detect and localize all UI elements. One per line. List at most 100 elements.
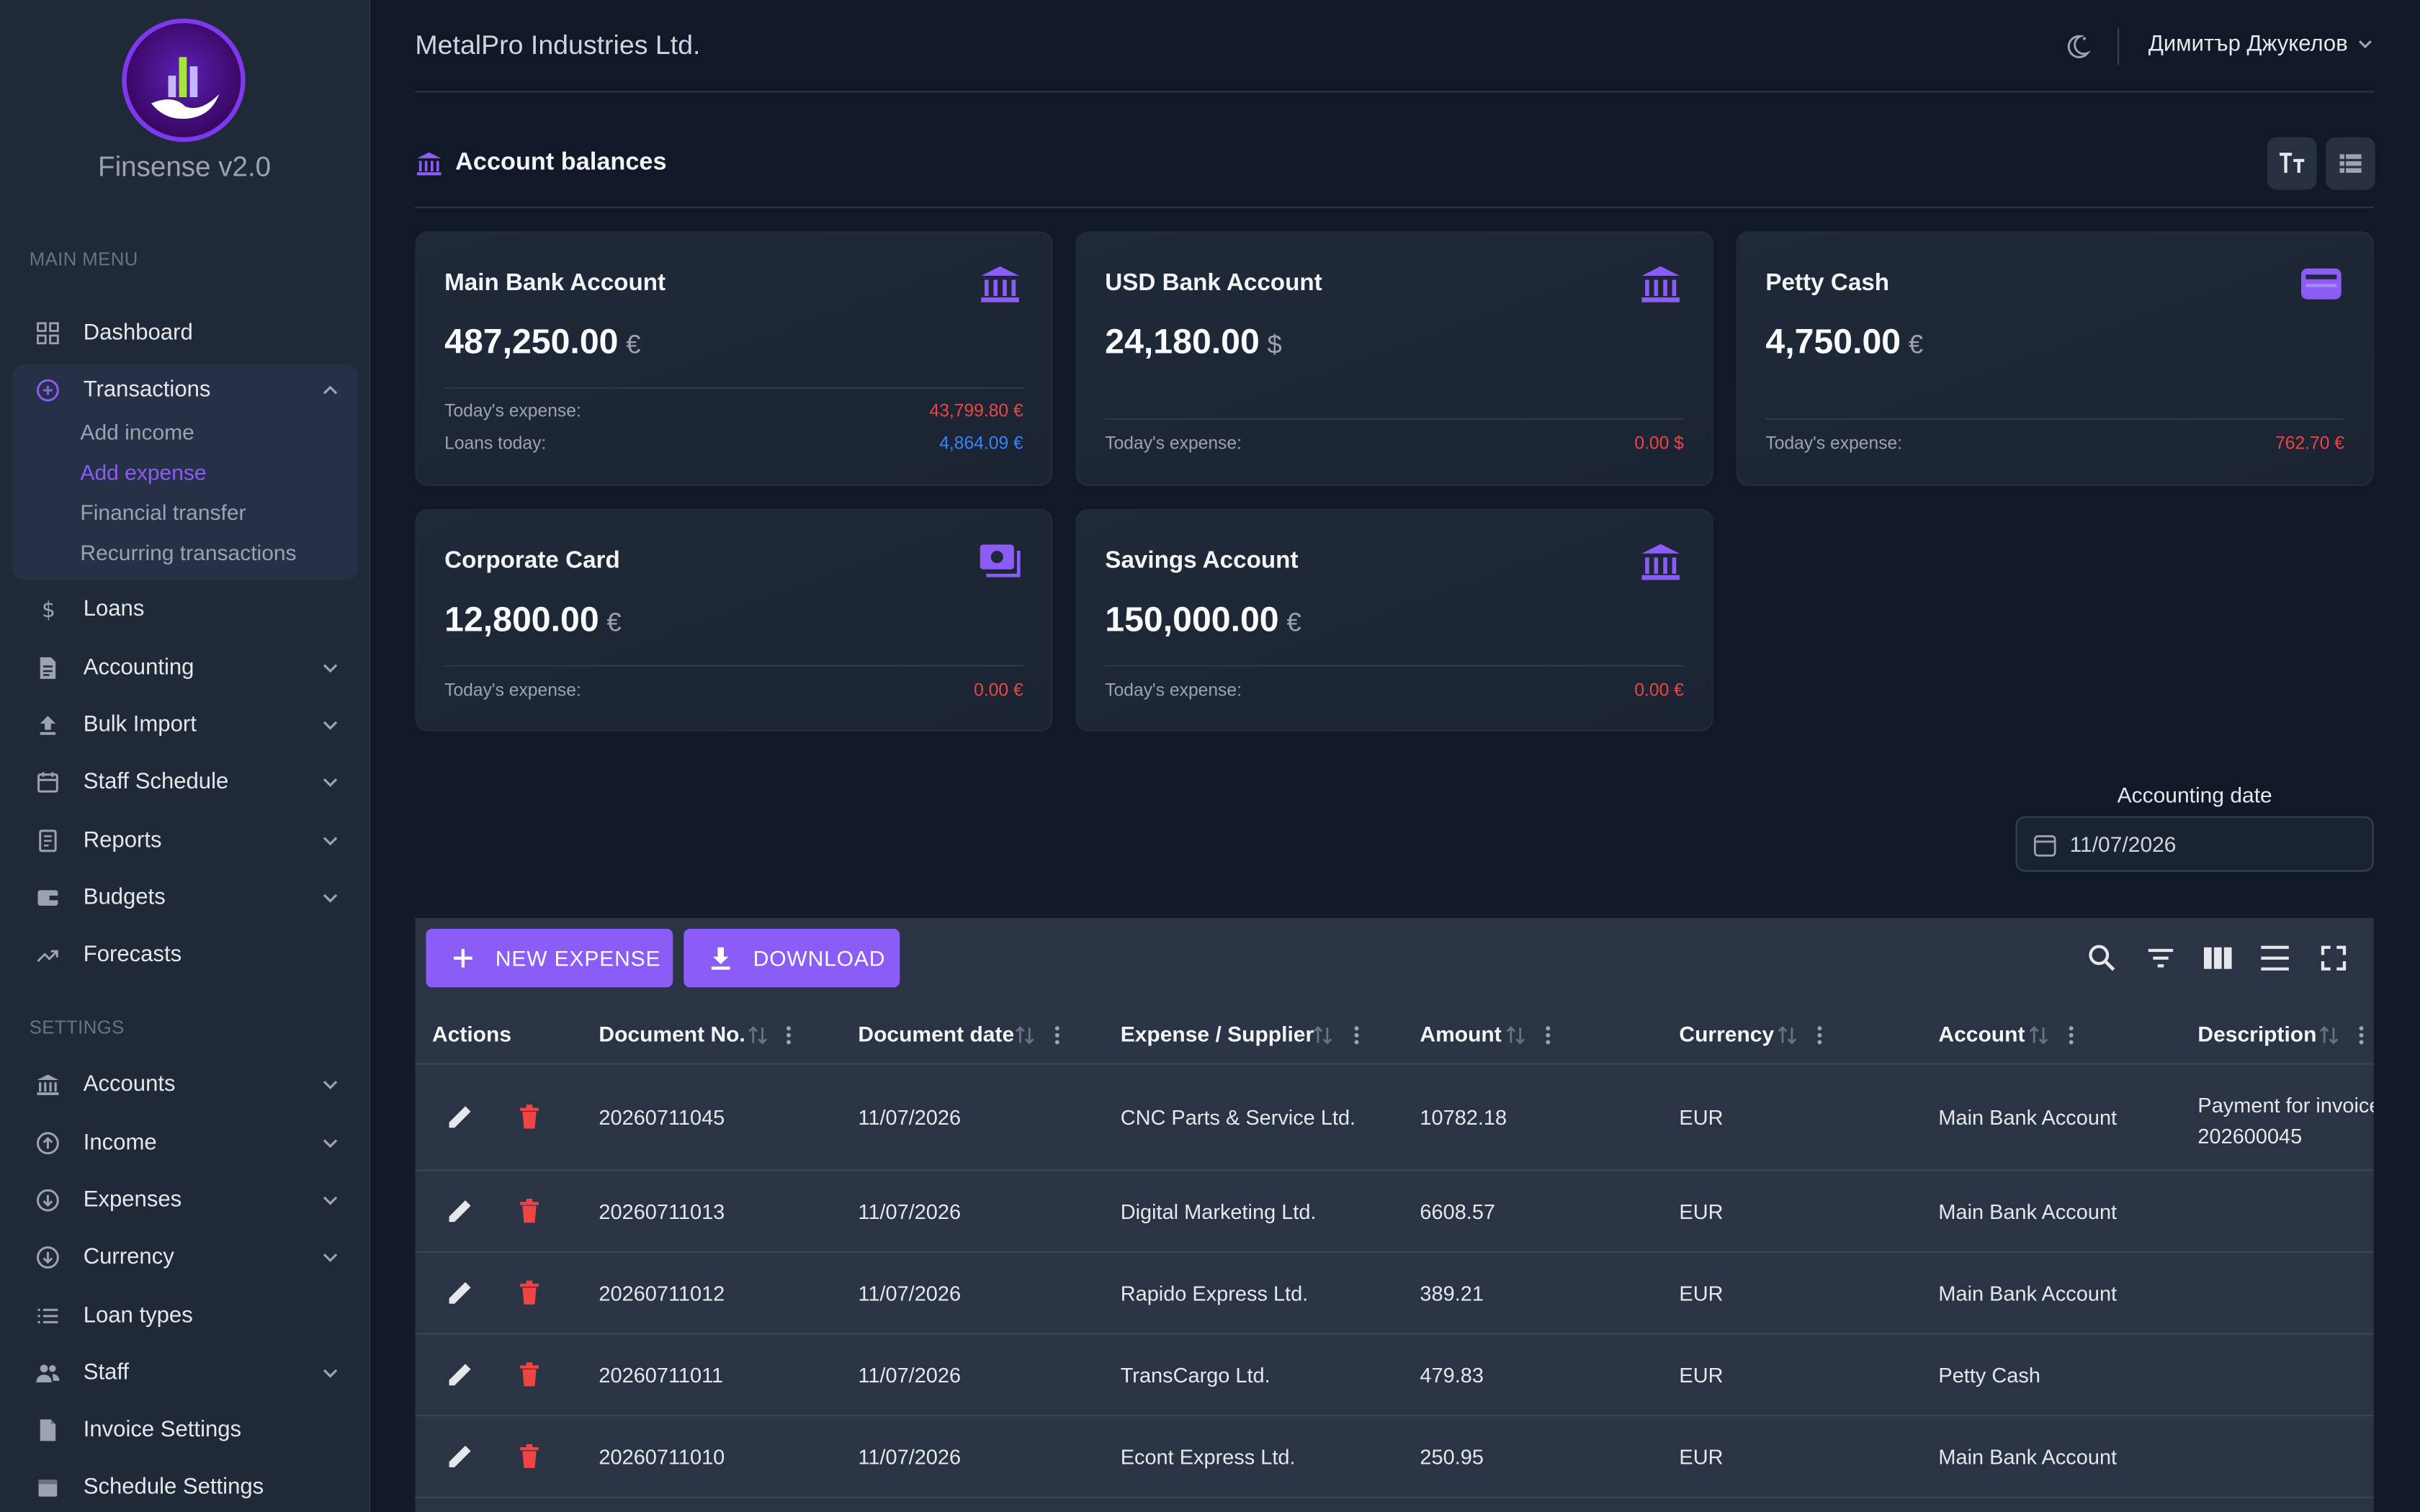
column-menu-icon[interactable]: [1346, 1025, 1368, 1046]
edit-icon[interactable]: [444, 1359, 475, 1390]
sidebar-item-schedule-settings[interactable]: Schedule Settings: [12, 1464, 358, 1511]
edit-icon[interactable]: [444, 1277, 475, 1308]
supplier-cell: TransCargo Ltd.: [1120, 1364, 1270, 1387]
sidebar-item-loans[interactable]: $ Loans: [12, 586, 358, 632]
sidebar-item-accounts[interactable]: Accounts: [12, 1061, 358, 1107]
description-line: 202600045: [2197, 1125, 2303, 1148]
edit-icon[interactable]: [444, 1196, 475, 1227]
balance-currency: €: [606, 608, 622, 637]
account-balance: 12,800.00 €: [444, 600, 622, 641]
columns-icon[interactable]: [2202, 942, 2233, 973]
column-menu-icon[interactable]: [1047, 1025, 1068, 1046]
account-name: Main Bank Account: [444, 270, 666, 297]
column-menu-icon[interactable]: [778, 1025, 799, 1046]
sidebar-item-staff[interactable]: Staff: [12, 1350, 358, 1396]
chevron-down-icon: [323, 778, 338, 787]
plus-icon: [454, 948, 472, 968]
sidebar-item-currency[interactable]: Currency: [12, 1234, 358, 1280]
currency-cell: EUR: [1679, 1282, 1724, 1305]
sidebar-item-transactions[interactable]: Transactions: [12, 367, 358, 413]
account-balance: 4,750.00 €: [1765, 323, 1923, 363]
col-account[interactable]: Account: [1938, 1021, 2025, 1046]
sidebar-item-expenses[interactable]: Expenses: [12, 1177, 358, 1223]
column-menu-icon[interactable]: [1537, 1025, 1559, 1046]
card-divider: [444, 387, 1023, 389]
chevron-down-icon: [323, 1369, 338, 1378]
account-balances-title: Account balances: [455, 149, 667, 176]
sidebar-item-bulk-import[interactable]: Bulk Import: [12, 702, 358, 748]
sort-icon[interactable]: [2028, 1025, 2050, 1046]
delete-icon[interactable]: [514, 1359, 545, 1390]
account-card-savings[interactable]: Savings Account 150,000.00 € Today's expe…: [1075, 509, 1713, 732]
col-amount[interactable]: Amount: [1420, 1021, 1502, 1046]
edit-icon[interactable]: [444, 1441, 475, 1472]
sort-icon[interactable]: [1505, 1025, 1526, 1046]
balance-currency: $: [1267, 330, 1282, 360]
row-divider: [415, 1333, 2374, 1335]
new-expense-button[interactable]: NEW EXPENSE: [426, 929, 673, 988]
trending-up-icon: [37, 950, 58, 963]
download-button[interactable]: DOWNLOAD: [684, 929, 900, 988]
account-card-usd-bank[interactable]: USD Bank Account 24,180.00 $ Today's expe…: [1075, 231, 1713, 486]
col-expense-supplier[interactable]: Expense / Supplier: [1120, 1021, 1314, 1046]
col-currency[interactable]: Currency: [1679, 1021, 1775, 1046]
sub-item-add-income[interactable]: Add income: [80, 419, 194, 445]
accounting-date-input[interactable]: 11/07/2026: [2015, 816, 2374, 872]
sort-icon[interactable]: [1776, 1025, 1798, 1046]
col-document-date[interactable]: Document date: [858, 1021, 1015, 1046]
cash-icon: [980, 544, 1021, 577]
delete-icon[interactable]: [514, 1277, 545, 1308]
delete-icon[interactable]: [514, 1102, 545, 1133]
todays-expense-value: 762.70 €: [2275, 435, 2344, 454]
filter-icon[interactable]: [2146, 942, 2177, 973]
sidebar-item-invoice-settings[interactable]: Invoice Settings: [12, 1407, 358, 1453]
account-card-corporate-card[interactable]: Corporate Card 12,800.00 € Today's expens…: [415, 509, 1053, 732]
dark-mode-icon[interactable]: [2063, 32, 2092, 60]
col-document-no[interactable]: Document No.: [599, 1021, 745, 1046]
list-view-button[interactable]: [2326, 137, 2375, 190]
sort-icon[interactable]: [1312, 1025, 1333, 1046]
sidebar-item-label: Income: [83, 1130, 157, 1156]
sort-icon[interactable]: [2318, 1025, 2340, 1046]
sidebar-item-label: Schedule Settings: [83, 1475, 264, 1500]
description-line: Payment for invoice: [2197, 1094, 2374, 1117]
sub-item-add-expense[interactable]: Add expense: [80, 459, 207, 485]
app-name: Finsense v2.0: [98, 151, 272, 182]
column-menu-icon[interactable]: [2351, 1025, 2372, 1046]
document-icon: [40, 657, 56, 679]
app-logo[interactable]: [122, 18, 246, 143]
date-cell: 11/07/2026: [858, 1282, 962, 1305]
sort-icon[interactable]: [747, 1025, 768, 1046]
accounting-date-value: 11/07/2026: [2069, 832, 2177, 857]
edit-icon[interactable]: [444, 1102, 475, 1133]
sort-icon[interactable]: [1014, 1025, 1036, 1046]
col-description[interactable]: Description: [2197, 1021, 2317, 1046]
sidebar-item-income[interactable]: Income: [12, 1120, 358, 1166]
sub-item-financial-transfer[interactable]: Financial transfer: [80, 500, 246, 525]
account-card-petty-cash[interactable]: Petty Cash 4,750.00 € Today's expense: 76…: [1736, 231, 2374, 486]
density-icon[interactable]: [2259, 942, 2290, 973]
currency-cell: EUR: [1679, 1200, 1724, 1224]
column-menu-icon[interactable]: [1809, 1025, 1830, 1046]
todays-expense-label: Today's expense:: [444, 682, 581, 701]
balance-amount: 150,000.00: [1105, 600, 1279, 639]
account-balance: 24,180.00 $: [1105, 323, 1282, 363]
sidebar-item-loan-types[interactable]: Loan types: [12, 1293, 358, 1339]
fullscreen-icon[interactable]: [2318, 942, 2349, 973]
sidebar-item-label: Staff: [83, 1361, 130, 1386]
delete-icon[interactable]: [514, 1441, 545, 1472]
account-card-main-bank[interactable]: Main Bank Account 487,250.00 € Today's ex…: [415, 231, 1053, 486]
column-menu-icon[interactable]: [2061, 1025, 2082, 1046]
sub-item-recurring-transactions[interactable]: Recurring transactions: [80, 540, 297, 565]
sidebar-item-dashboard[interactable]: Dashboard: [12, 310, 358, 356]
user-menu[interactable]: Димитър Джукелов: [2148, 32, 2374, 57]
search-icon[interactable]: [2087, 942, 2118, 973]
sidebar-item-staff-schedule[interactable]: Staff Schedule: [12, 759, 358, 805]
delete-icon[interactable]: [514, 1196, 545, 1227]
sidebar-item-accounting[interactable]: Accounting: [12, 645, 358, 691]
sidebar-item-reports[interactable]: Reports: [12, 818, 358, 864]
sidebar-item-budgets[interactable]: Budgets: [12, 875, 358, 921]
sidebar-item-label: Bulk Import: [83, 712, 197, 738]
sidebar-item-forecasts[interactable]: Forecasts: [12, 932, 358, 978]
text-size-button[interactable]: [2267, 137, 2317, 190]
